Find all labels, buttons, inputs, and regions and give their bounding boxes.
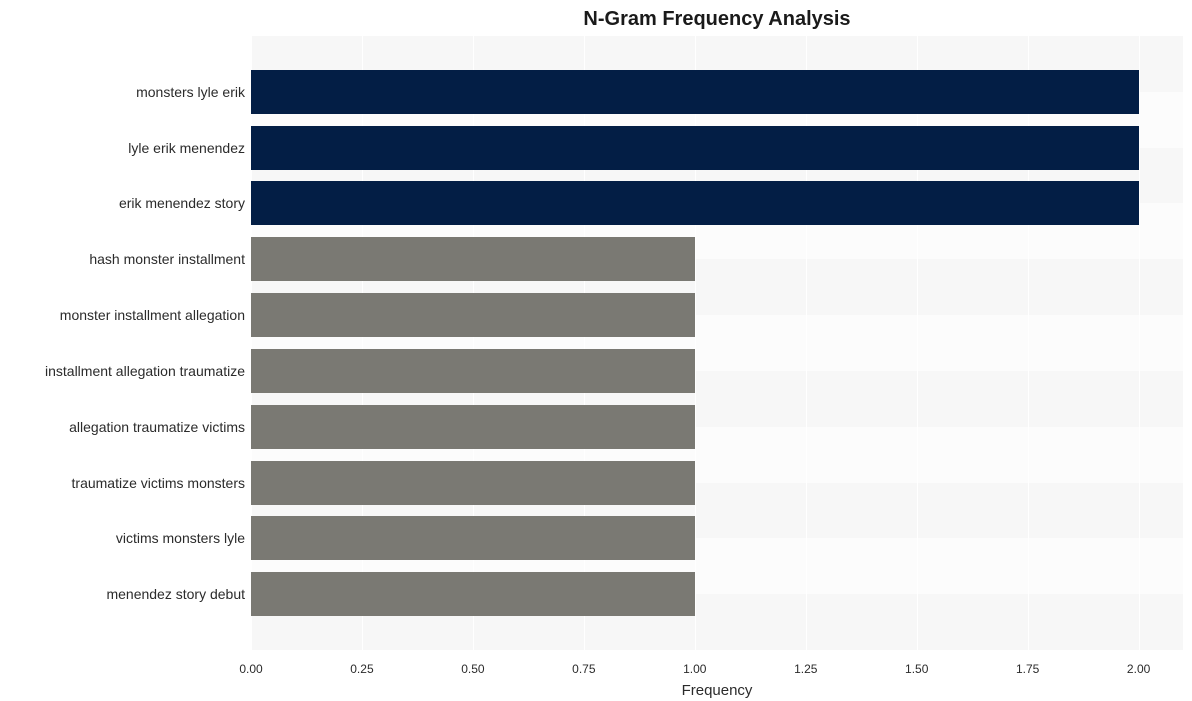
x-axis-tick-label: 0.00 bbox=[239, 662, 262, 676]
y-axis-label: monsters lyle erik bbox=[4, 85, 245, 99]
y-axis-label: victims monsters lyle bbox=[4, 531, 245, 545]
y-axis-label: erik menendez story bbox=[4, 196, 245, 210]
bar bbox=[251, 516, 695, 560]
y-axis-label: installment allegation traumatize bbox=[4, 364, 245, 378]
bar bbox=[251, 461, 695, 505]
x-axis-tick-label: 1.25 bbox=[794, 662, 817, 676]
x-axis-tick-label: 1.50 bbox=[905, 662, 928, 676]
x-axis-tick-label: 0.75 bbox=[572, 662, 595, 676]
x-axis-tick-label: 0.25 bbox=[350, 662, 373, 676]
bar bbox=[251, 349, 695, 393]
plot-area bbox=[251, 36, 1183, 650]
x-axis-tick-label: 2.00 bbox=[1127, 662, 1150, 676]
y-axis-label: lyle erik menendez bbox=[4, 141, 245, 155]
bar bbox=[251, 405, 695, 449]
x-axis-tick-label: 1.75 bbox=[1016, 662, 1039, 676]
bar bbox=[251, 126, 1139, 170]
bar bbox=[251, 237, 695, 281]
gridline-vertical bbox=[1139, 36, 1140, 650]
bar bbox=[251, 293, 695, 337]
chart-title: N-Gram Frequency Analysis bbox=[251, 8, 1183, 31]
y-axis-label: allegation traumatize victims bbox=[4, 420, 245, 434]
x-axis-title: Frequency bbox=[682, 682, 753, 699]
y-axis-label: hash monster installment bbox=[4, 252, 245, 266]
bar bbox=[251, 70, 1139, 114]
chart-container: N-Gram Frequency Analysis monsters lyle … bbox=[0, 0, 1192, 701]
bar bbox=[251, 181, 1139, 225]
bar bbox=[251, 572, 695, 616]
y-axis-label: menendez story debut bbox=[4, 587, 245, 601]
x-axis-tick-label: 0.50 bbox=[461, 662, 484, 676]
x-axis-tick-label: 1.00 bbox=[683, 662, 706, 676]
y-axis-label: monster installment allegation bbox=[4, 308, 245, 322]
y-axis-label: traumatize victims monsters bbox=[4, 476, 245, 490]
